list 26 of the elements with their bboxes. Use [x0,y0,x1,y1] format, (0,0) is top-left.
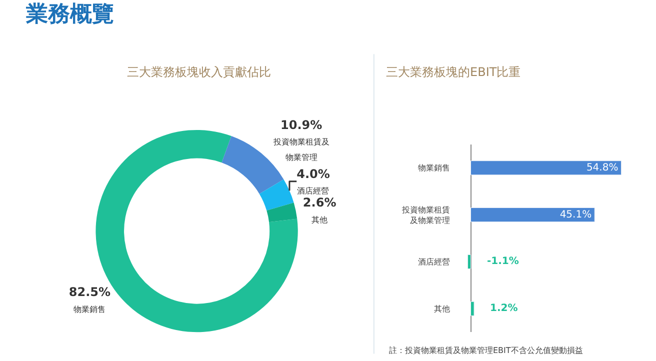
data-label: -1.1% [487,256,519,267]
bar [470,160,622,176]
data-label: 1.2% [490,303,518,314]
chart-title: 業務概覽 [25,2,114,27]
chart-title: 三大業務板塊的EBIT比重 [386,65,521,79]
donut-slice [266,202,298,222]
bar [467,254,471,270]
data-label: 10.9% [280,118,322,132]
slice-label: 其他 [312,215,328,224]
y-tick-label: 投資物業租賃及物業管理 [401,205,450,225]
data-label: 82.5% [68,285,111,300]
chart-subtitle: 三大業務板塊收入貢獻佔比 [127,65,271,79]
text: 註：投資物業租賃及物業管理EBIT不含公允值變動損益 [389,346,583,355]
data-label: 4.0% [296,167,330,182]
bar [470,208,595,222]
slice-label: 物業銷售 [74,304,106,314]
y-tick-label: 酒店經營 [418,258,450,267]
bar [470,301,474,316]
data-label: 45.1% [560,209,592,220]
y-tick-label: 其他 [434,304,450,314]
slice-label: 酒店經營 [297,186,330,196]
data-label: 54.8% [586,162,618,174]
donut-slice [259,179,294,211]
data-label: 2.6% [302,196,336,210]
slice-label: 投資物業租賃及物業管理 [272,138,330,162]
y-tick-label: 物業銷售 [418,164,450,173]
